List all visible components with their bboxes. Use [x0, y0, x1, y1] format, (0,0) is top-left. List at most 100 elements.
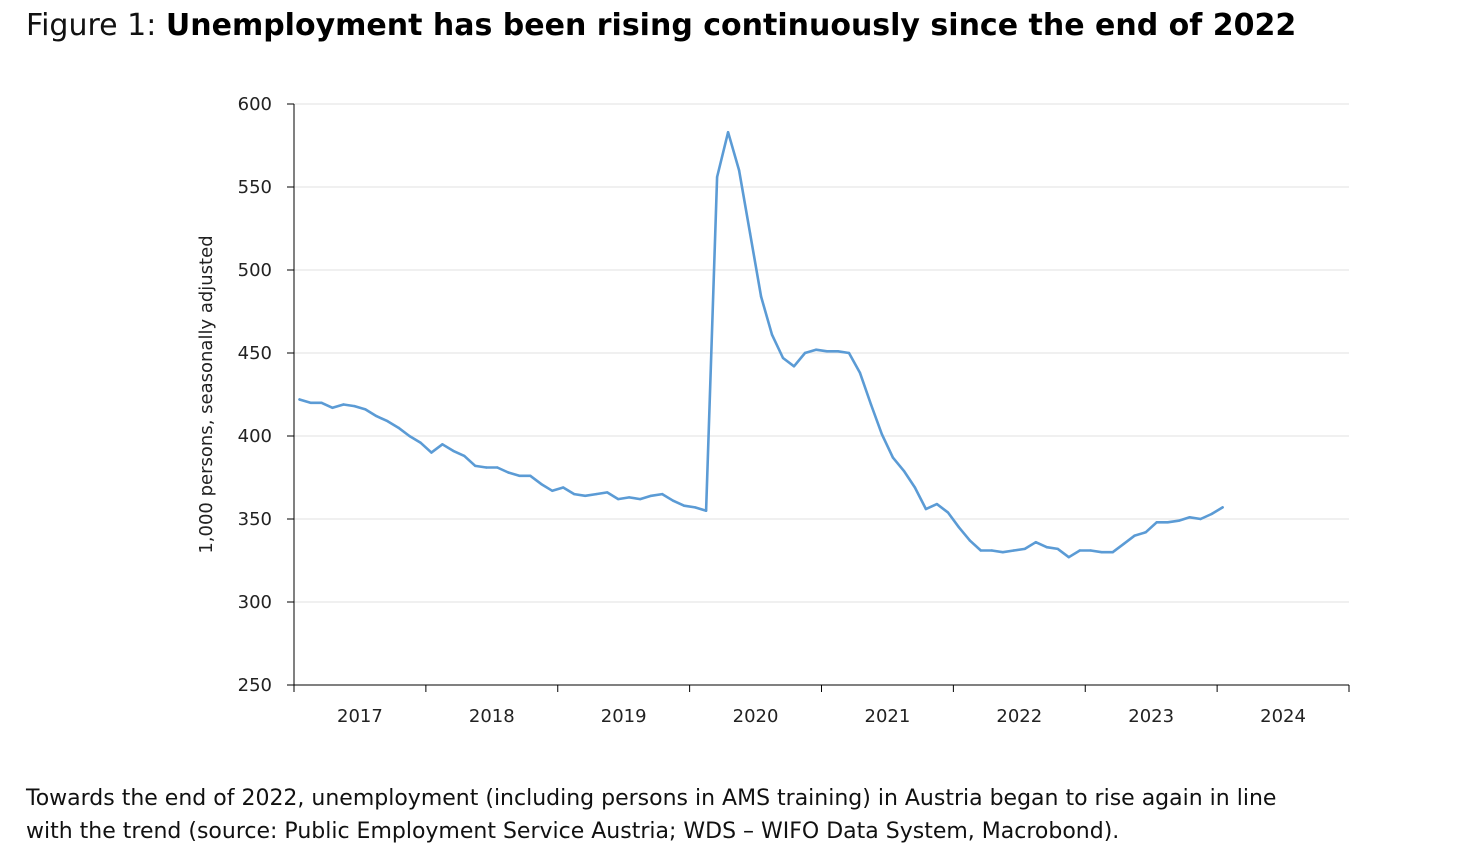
data-point-2022-08 — [1034, 541, 1038, 544]
data-point-2018-02 — [441, 443, 444, 446]
data-point-2019-07 — [628, 496, 631, 499]
data-point-2023-05 — [1133, 534, 1136, 537]
data-point-2022-11 — [1067, 556, 1071, 559]
caption-line-1: Towards the end of 2022, unemployment (i… — [26, 786, 1277, 811]
x-tick-label-2019: 2019 — [601, 706, 647, 727]
data-point-2020-05 — [737, 169, 741, 172]
data-point-2020-01 — [693, 506, 697, 509]
caption-line-2: with the trend (source: Public Employmen… — [26, 819, 1120, 844]
data-point-2020-11 — [803, 351, 807, 355]
data-point-2023-06 — [1144, 531, 1147, 534]
y-axis-title: 1,000 persons, seasonally adjusted — [196, 235, 217, 553]
data-point-2018-07 — [496, 466, 499, 469]
data-point-2023-12 — [1210, 512, 1213, 516]
line-chart: 250 300 350 400 450 500 550 600 2017 2018 2019 2020… — [196, 94, 1350, 727]
data-point-2022-07 — [1023, 547, 1026, 551]
data-point-2019-08 — [639, 497, 642, 501]
tick-labels: 250 300 350 400 450 500 550 600 2017 2018 2019 2020… — [238, 94, 1306, 727]
y-tick-label-250: 250 — [238, 675, 272, 696]
data-point-2021-10 — [924, 507, 928, 511]
data-point-2020-03 — [715, 175, 719, 179]
data-point-2021-01 — [825, 350, 829, 353]
figure-heading: Unemployment has been rising continuousl… — [165, 8, 1297, 43]
data-point-2021-11 — [935, 502, 939, 506]
y-tick-label-550: 550 — [238, 177, 272, 198]
x-tick-label-2021: 2021 — [865, 706, 911, 727]
data-point-2021-04 — [858, 371, 862, 375]
x-tick-label-2024: 2024 — [1260, 706, 1306, 727]
data-point-2017-08 — [375, 414, 378, 418]
data-point-2021-08 — [902, 469, 906, 473]
y-tick-label-500: 500 — [238, 260, 272, 281]
figure-title: Figure 1: Unemployment has been rising c… — [26, 6, 1456, 46]
data-point-2023-04 — [1122, 542, 1125, 546]
y-tick-label-600: 600 — [238, 94, 272, 115]
data-point-2022-12 — [1078, 549, 1082, 552]
data-point-2021-03 — [847, 351, 851, 355]
data-point-2017-07 — [364, 408, 367, 411]
data-point-2023-09 — [1177, 519, 1180, 522]
data-point-2022-02 — [968, 539, 972, 542]
data-point-2020-10 — [792, 365, 796, 368]
y-tick-label-350: 350 — [238, 509, 272, 530]
x-tick-label-2022: 2022 — [996, 706, 1042, 727]
data-point-2017-05 — [342, 403, 345, 406]
data-point-2023-07 — [1155, 521, 1158, 524]
data-point-2018-01 — [430, 451, 433, 454]
y-tick-label-400: 400 — [238, 426, 272, 447]
data-point-2019-04 — [595, 492, 598, 496]
data-point-2019-01 — [562, 486, 565, 489]
data-point-2021-02 — [836, 350, 840, 353]
data-point-2022-03 — [979, 549, 982, 552]
data-point-2017-09 — [386, 419, 389, 423]
data-point-2018-09 — [518, 474, 521, 477]
data-point-2020-08 — [770, 333, 774, 336]
data-point-2020-02 — [704, 509, 708, 512]
data-point-2018-11 — [540, 482, 543, 486]
data-point-2017-06 — [353, 404, 356, 408]
data-point-2017-11 — [408, 434, 411, 438]
data-point-2023-10 — [1188, 516, 1191, 519]
data-point-2019-03 — [584, 494, 587, 497]
data-point-2022-05 — [1001, 551, 1004, 554]
data-point-2017-03 — [320, 401, 323, 404]
data-point-2017-12 — [419, 441, 422, 444]
data-point-2018-12 — [551, 489, 554, 492]
y-tick-label-450: 450 — [238, 343, 272, 364]
data-point-2017-04 — [331, 406, 334, 409]
data-point-2021-09 — [913, 486, 917, 489]
data-point-2022-06 — [1012, 549, 1015, 552]
data-point-2019-11 — [671, 499, 675, 502]
data-point-2018-03 — [452, 449, 455, 453]
series-layer — [298, 130, 1224, 559]
data-point-2020-09 — [781, 356, 785, 360]
figure-caption: Towards the end of 2022, unemployment (i… — [26, 782, 1466, 848]
x-tick-label-2017: 2017 — [337, 706, 383, 727]
data-point-2017-02 — [309, 401, 312, 404]
x-tick-label-2018: 2018 — [469, 706, 515, 727]
data-point-2018-05 — [474, 464, 477, 468]
data-point-2023-01 — [1089, 549, 1092, 552]
data-point-2022-01 — [957, 526, 961, 529]
data-point-2018-04 — [463, 454, 466, 458]
data-point-2020-07 — [759, 295, 763, 298]
data-point-2022-04 — [990, 549, 993, 552]
data-point-2017-10 — [397, 426, 400, 429]
data-point-2019-02 — [573, 492, 576, 496]
axes — [287, 103, 1350, 692]
data-point-2022-10 — [1056, 547, 1060, 551]
data-point-2018-08 — [507, 471, 510, 474]
data-point-2021-12 — [946, 511, 950, 514]
data-point-2024-01 — [1221, 506, 1224, 509]
data-point-2020-04 — [726, 131, 730, 134]
x-tick-label-2023: 2023 — [1128, 706, 1174, 727]
data-point-2023-08 — [1166, 521, 1169, 524]
data-point-2019-06 — [617, 497, 620, 501]
gridlines — [294, 103, 1349, 603]
data-point-2019-09 — [650, 494, 653, 497]
chart-area: 250 300 350 400 450 500 550 600 2017 2018 2019 2020… — [196, 94, 1350, 727]
data-point-2020-12 — [814, 348, 818, 351]
figure-label: Figure 1: — [26, 8, 166, 43]
data-point-2023-11 — [1199, 517, 1202, 521]
data-point-2023-02 — [1100, 551, 1103, 554]
